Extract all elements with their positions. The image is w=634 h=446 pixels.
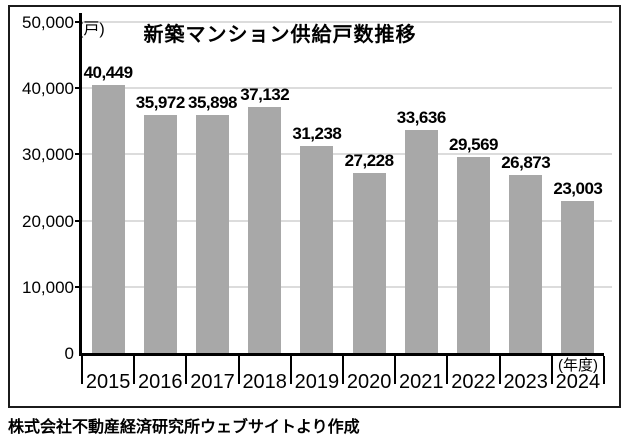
gridline bbox=[82, 219, 612, 222]
x-axis-tick bbox=[550, 356, 553, 384]
y-axis-tick-label: 20,000 bbox=[22, 211, 74, 231]
x-axis-tick-label: 2022 bbox=[451, 371, 496, 393]
x-axis-tick bbox=[446, 356, 449, 384]
x-axis-tick-label: 2018 bbox=[242, 371, 287, 393]
bar-value-label: 23,003 bbox=[553, 178, 603, 198]
bar-value-label: 27,228 bbox=[344, 150, 395, 170]
bar bbox=[352, 172, 386, 353]
x-axis-line bbox=[79, 353, 604, 356]
bar-value-label: 35,972 bbox=[135, 92, 186, 112]
x-axis-tick-label: 2015 bbox=[85, 371, 131, 393]
x-axis-tick bbox=[342, 356, 344, 384]
y-axis-tick-label: 30,000 bbox=[22, 145, 74, 165]
x-axis-tick-label: 2024 bbox=[555, 371, 601, 393]
y-axis-tick bbox=[75, 87, 82, 90]
x-axis-tick bbox=[394, 356, 397, 384]
bar bbox=[248, 107, 282, 353]
bar bbox=[561, 200, 595, 353]
bar-value-label: 37,132 bbox=[240, 85, 290, 105]
x-axis-tick bbox=[133, 356, 136, 384]
x-axis-tick-label: 2023 bbox=[503, 371, 548, 393]
bar bbox=[457, 157, 490, 353]
x-axis-tick bbox=[498, 356, 501, 384]
y-axis-tick-label: 50,000 bbox=[22, 13, 74, 32]
chart-title: 新築マンション供給戸数推移 bbox=[143, 24, 417, 46]
bar bbox=[404, 130, 438, 353]
bar-value-label: 31,238 bbox=[292, 124, 342, 144]
y-axis-tick-label: 10,000 bbox=[22, 277, 74, 297]
x-axis-tick bbox=[185, 356, 188, 384]
x-axis-tick-label: 2020 bbox=[346, 371, 392, 393]
x-axis-tick-label: 2021 bbox=[399, 371, 444, 393]
y-axis-tick-label: 40,000 bbox=[22, 79, 74, 99]
x-axis-tick bbox=[603, 356, 605, 384]
y-axis-line bbox=[79, 13, 82, 356]
bar bbox=[196, 115, 229, 353]
bar-value-label: 33,636 bbox=[396, 108, 447, 128]
bar-value-label: 35,898 bbox=[188, 93, 238, 113]
gridline bbox=[82, 87, 612, 90]
y-axis-tick-label: 0 bbox=[64, 344, 74, 363]
bar-value-label: 29,569 bbox=[449, 135, 499, 155]
y-axis-tick bbox=[75, 219, 82, 222]
bar bbox=[143, 114, 177, 353]
bar-value-label: 40,449 bbox=[83, 63, 134, 83]
bar bbox=[91, 85, 125, 353]
bar bbox=[300, 146, 334, 353]
x-axis-tick bbox=[289, 356, 292, 384]
bar-value-label: 26,873 bbox=[501, 153, 551, 173]
y-axis-unit-label: (戸) bbox=[78, 21, 105, 38]
source-text: 株式会社不動産経済研究所ウェブサイトより作成 bbox=[8, 419, 360, 436]
gridline bbox=[82, 285, 612, 288]
gridline bbox=[82, 153, 612, 156]
bar bbox=[509, 175, 543, 353]
x-axis-unit-label: (年度) bbox=[558, 357, 598, 374]
y-axis-tick bbox=[75, 21, 82, 23]
plot-area: 0 10,000 20,000 30,000 40,000 50,000 40,449 201… bbox=[10, 7, 619, 406]
y-axis-tick bbox=[75, 153, 82, 156]
x-axis-tick-label: 2017 bbox=[190, 371, 235, 393]
gridline bbox=[82, 21, 612, 23]
chart-frame: 新築マンション供給戸数推移 (戸) 0 10,000 20,000 30,000 40,… bbox=[8, 5, 621, 408]
x-axis-tick bbox=[237, 356, 240, 384]
x-axis-tick bbox=[81, 356, 83, 384]
x-axis-tick-label: 2016 bbox=[138, 371, 183, 393]
y-axis-tick bbox=[75, 285, 82, 288]
x-axis-tick-label: 2019 bbox=[294, 371, 340, 393]
